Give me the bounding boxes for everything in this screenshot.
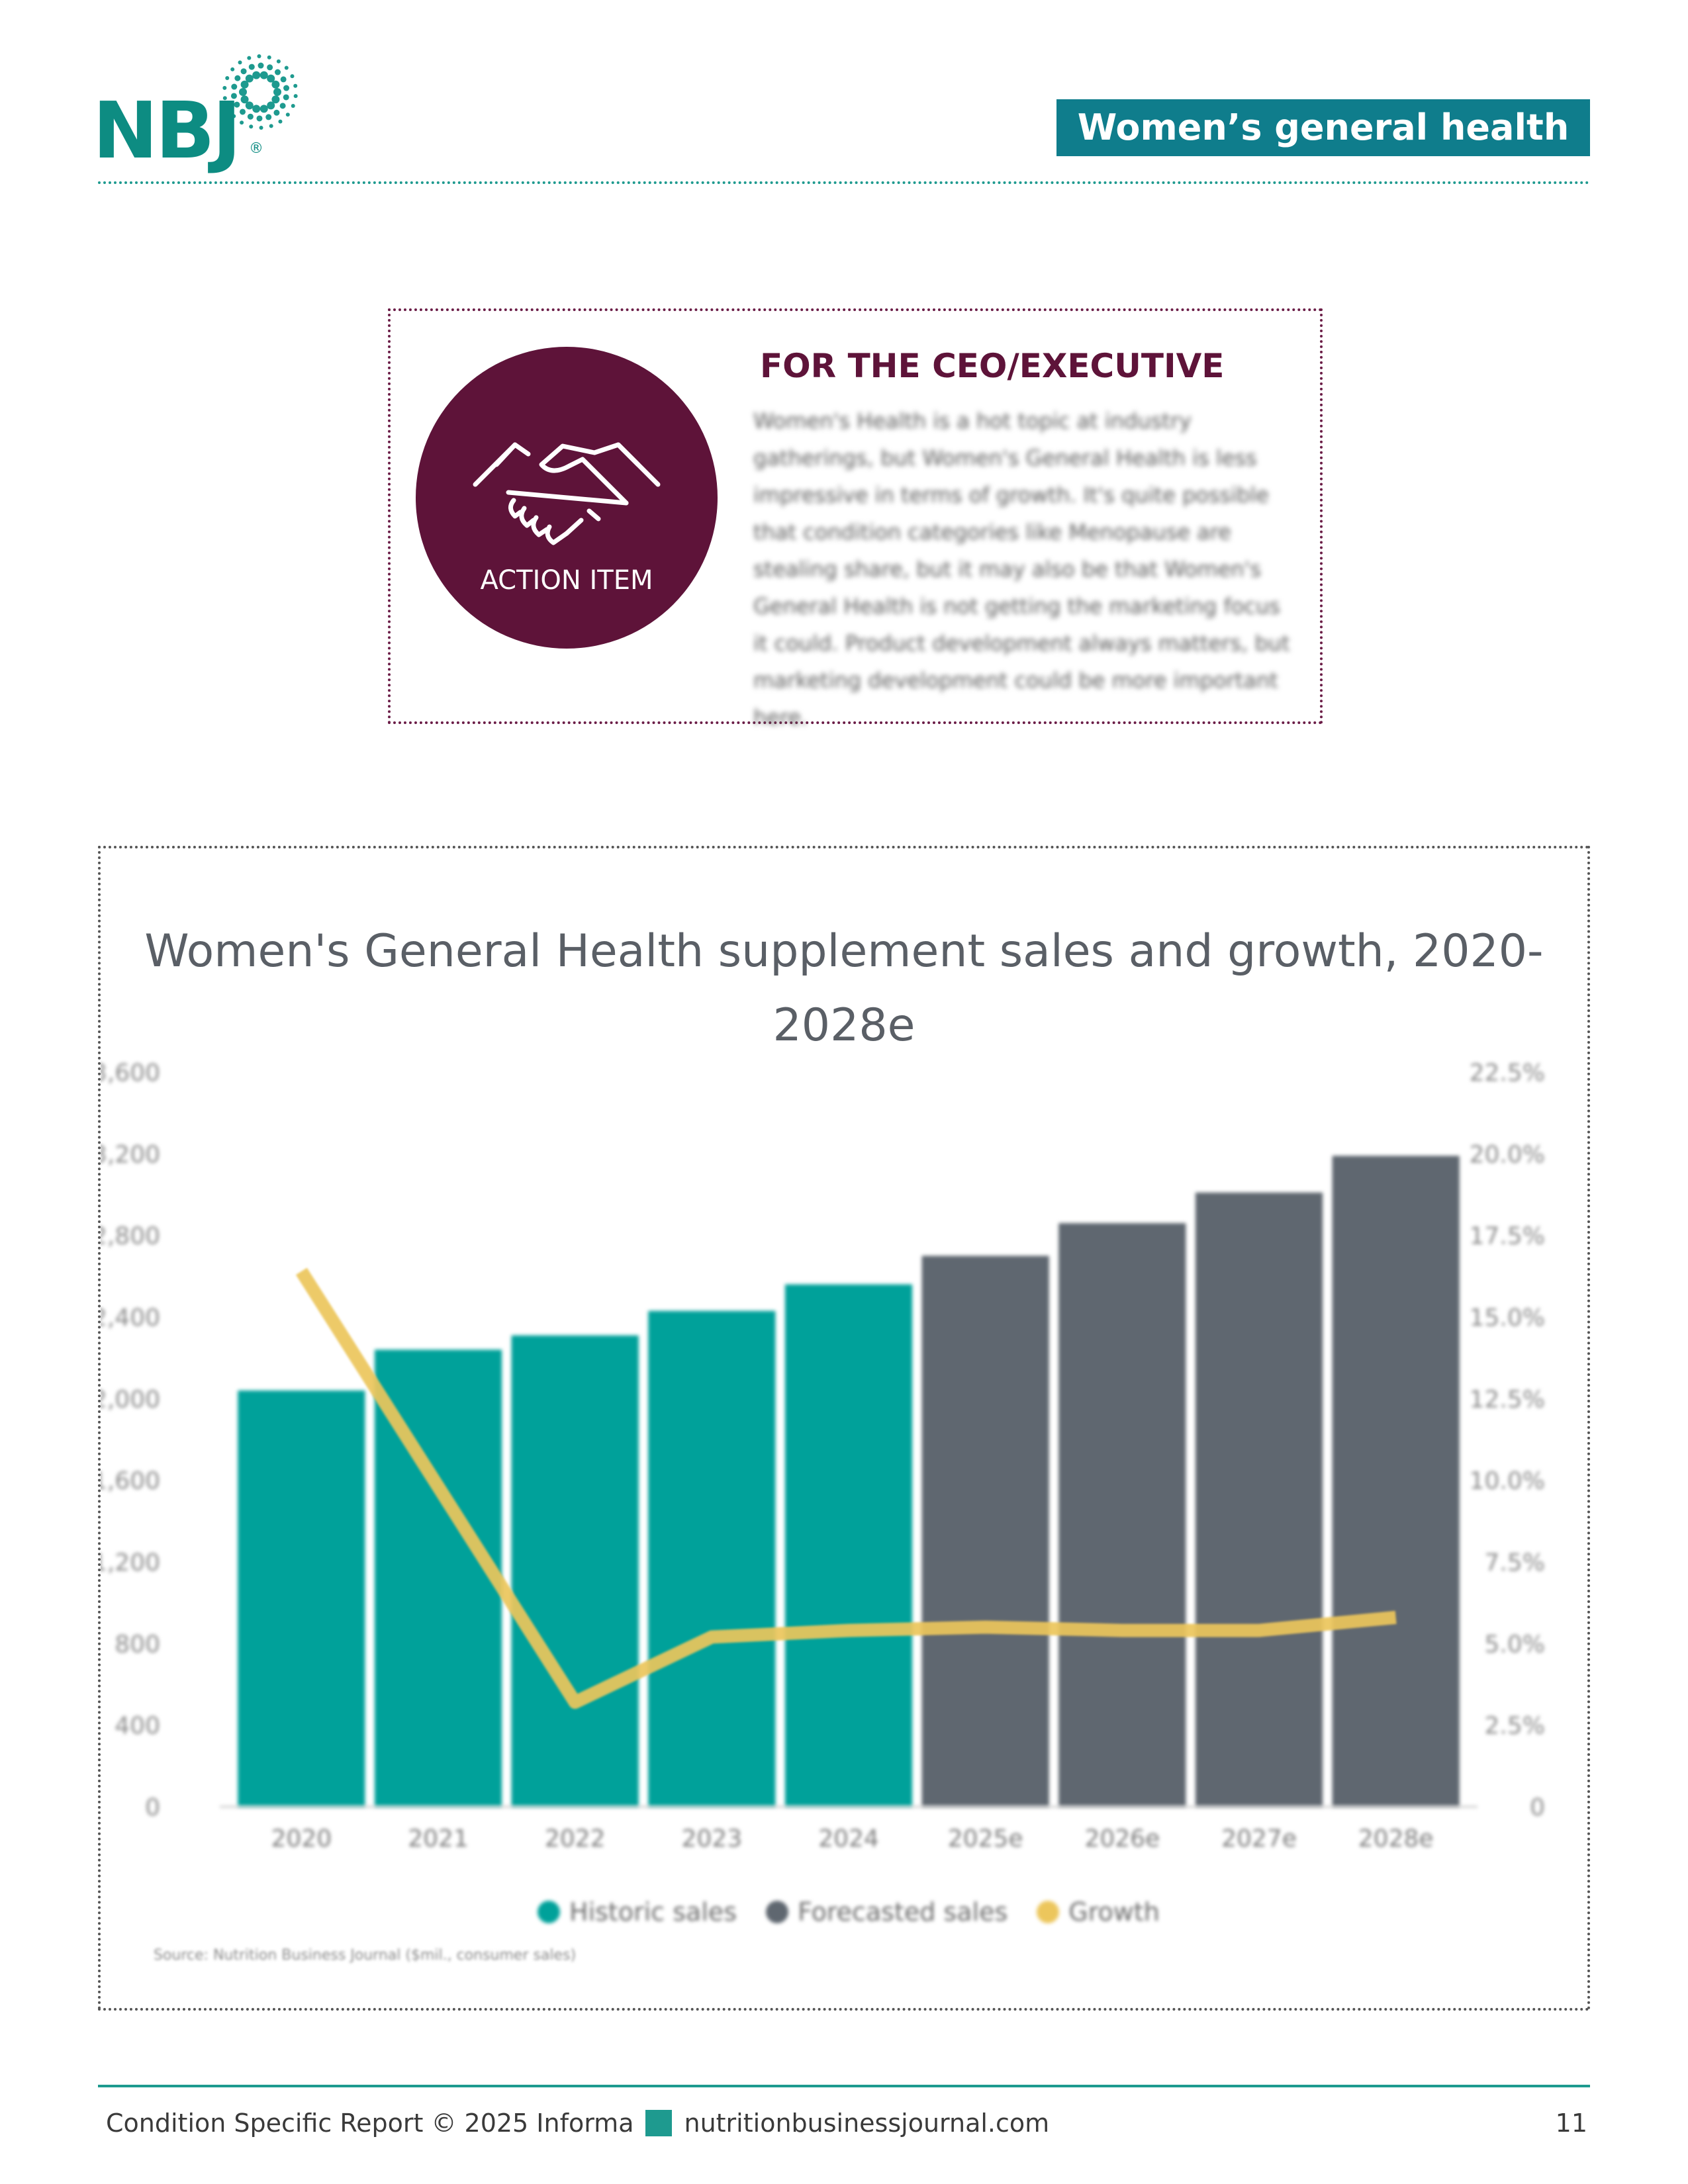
y-right-tick: 15.0% [1470, 1304, 1545, 1332]
x-tick-2028e: 2028e [1358, 1825, 1434, 1852]
chart-legend: Historic sales Forecasted sales Growth [538, 1897, 1173, 1927]
nbj-mark-icon [645, 2110, 673, 2136]
y-left-tick: 1,600 [101, 1468, 160, 1495]
sales-growth-chart: 0 400 800 1,200 1,600 2,000 2,400 2,800 3,200 3,6… [101, 1060, 1545, 1852]
x-tick-2023: 2023 [682, 1825, 743, 1852]
x-tick-2022: 2022 [545, 1825, 606, 1852]
footer-info: Condition Specific Report © 2025 Informa… [106, 2109, 1049, 2138]
legend-swatch-forecast [766, 1901, 789, 1923]
bar-2028e [1332, 1156, 1460, 1807]
y-right-tick: 10.0% [1470, 1468, 1545, 1495]
x-tick-2021: 2021 [408, 1825, 469, 1852]
y-right-tick: 22.5% [1470, 1060, 1545, 1087]
legend-swatch-historic [538, 1901, 560, 1923]
y-right-tick: 5.0% [1485, 1631, 1545, 1658]
y-right-tick: 20.0% [1470, 1141, 1545, 1168]
legend-label-historic: Historic sales [569, 1897, 737, 1927]
legend-historic: Historic sales [538, 1897, 737, 1927]
bar-2022 [511, 1335, 639, 1807]
action-body-text: Women's Health is a hot topic at industr… [753, 408, 1290, 730]
bar-2027e [1195, 1192, 1323, 1807]
action-item-label: ACTION ITEM [480, 565, 653, 596]
y-left-tick: 3,200 [101, 1141, 160, 1168]
footer-divider [98, 2085, 1590, 2087]
chart-source: Source: Nutrition Business Journal ($mil… [154, 1947, 577, 1964]
handshake-icon [473, 442, 661, 545]
y-left-tick: 2,400 [101, 1304, 160, 1332]
x-tick-2027e: 2027e [1221, 1825, 1297, 1852]
bar-2020 [238, 1390, 365, 1807]
action-item-badge: ACTION ITEM [416, 347, 718, 649]
legend-swatch-growth [1037, 1901, 1060, 1923]
y-left-tick: 2,800 [101, 1223, 160, 1250]
chart-title: Women's General Health supplement sales … [144, 925, 1544, 1052]
bar-2026e [1058, 1223, 1186, 1807]
action-heading: FOR THE CEO/EXECUTIVE [760, 347, 1225, 385]
footer-url[interactable]: nutritionbusinessjournal.com [684, 2109, 1050, 2138]
logo-text: NBJ [93, 85, 242, 176]
bar-2025e [921, 1255, 1049, 1807]
page-number: 11 [1555, 2109, 1587, 2138]
y-right-tick: 17.5% [1470, 1223, 1545, 1250]
x-tick-2025e: 2025e [948, 1825, 1023, 1852]
legend-growth: Growth [1037, 1897, 1160, 1927]
growth-line [295, 1267, 1397, 1709]
x-tick-2026e: 2026e [1084, 1825, 1160, 1852]
y-left-tick: 1,200 [101, 1549, 160, 1576]
bar-2024 [784, 1284, 913, 1807]
legend-forecast: Forecasted sales [766, 1897, 1008, 1927]
starburst-icon [222, 54, 298, 130]
legend-label-forecast: Forecasted sales [798, 1897, 1008, 1927]
chart-panel: Women's General Health supplement sales … [98, 846, 1590, 2011]
registered-mark: ® [249, 140, 263, 157]
footer-copyright: Condition Specific Report © 2025 Informa [106, 2109, 634, 2138]
action-item-box: ACTION ITEM FOR THE CEO/EXECUTIVE Women'… [388, 308, 1323, 730]
x-tick-2024: 2024 [818, 1825, 879, 1852]
section-tag: Women’s general health [1056, 99, 1590, 156]
y-left-tick: 2,000 [101, 1386, 160, 1413]
bar-2023 [648, 1310, 776, 1807]
y-left-tick: 0 [145, 1794, 160, 1821]
y-right-tick: 0 [1530, 1794, 1545, 1821]
legend-label-growth: Growth [1068, 1897, 1160, 1927]
nbj-logo: NBJ ® [93, 46, 305, 176]
y-left-tick: 3,600 [101, 1060, 160, 1087]
y-left-tick: 400 [115, 1713, 160, 1740]
y-right-tick: 7.5% [1485, 1549, 1545, 1576]
x-tick-2020: 2020 [271, 1825, 332, 1852]
y-right-tick: 2.5% [1485, 1713, 1545, 1740]
header-divider [98, 181, 1590, 184]
y-left-tick: 800 [115, 1631, 160, 1658]
y-right-tick: 12.5% [1470, 1386, 1545, 1413]
